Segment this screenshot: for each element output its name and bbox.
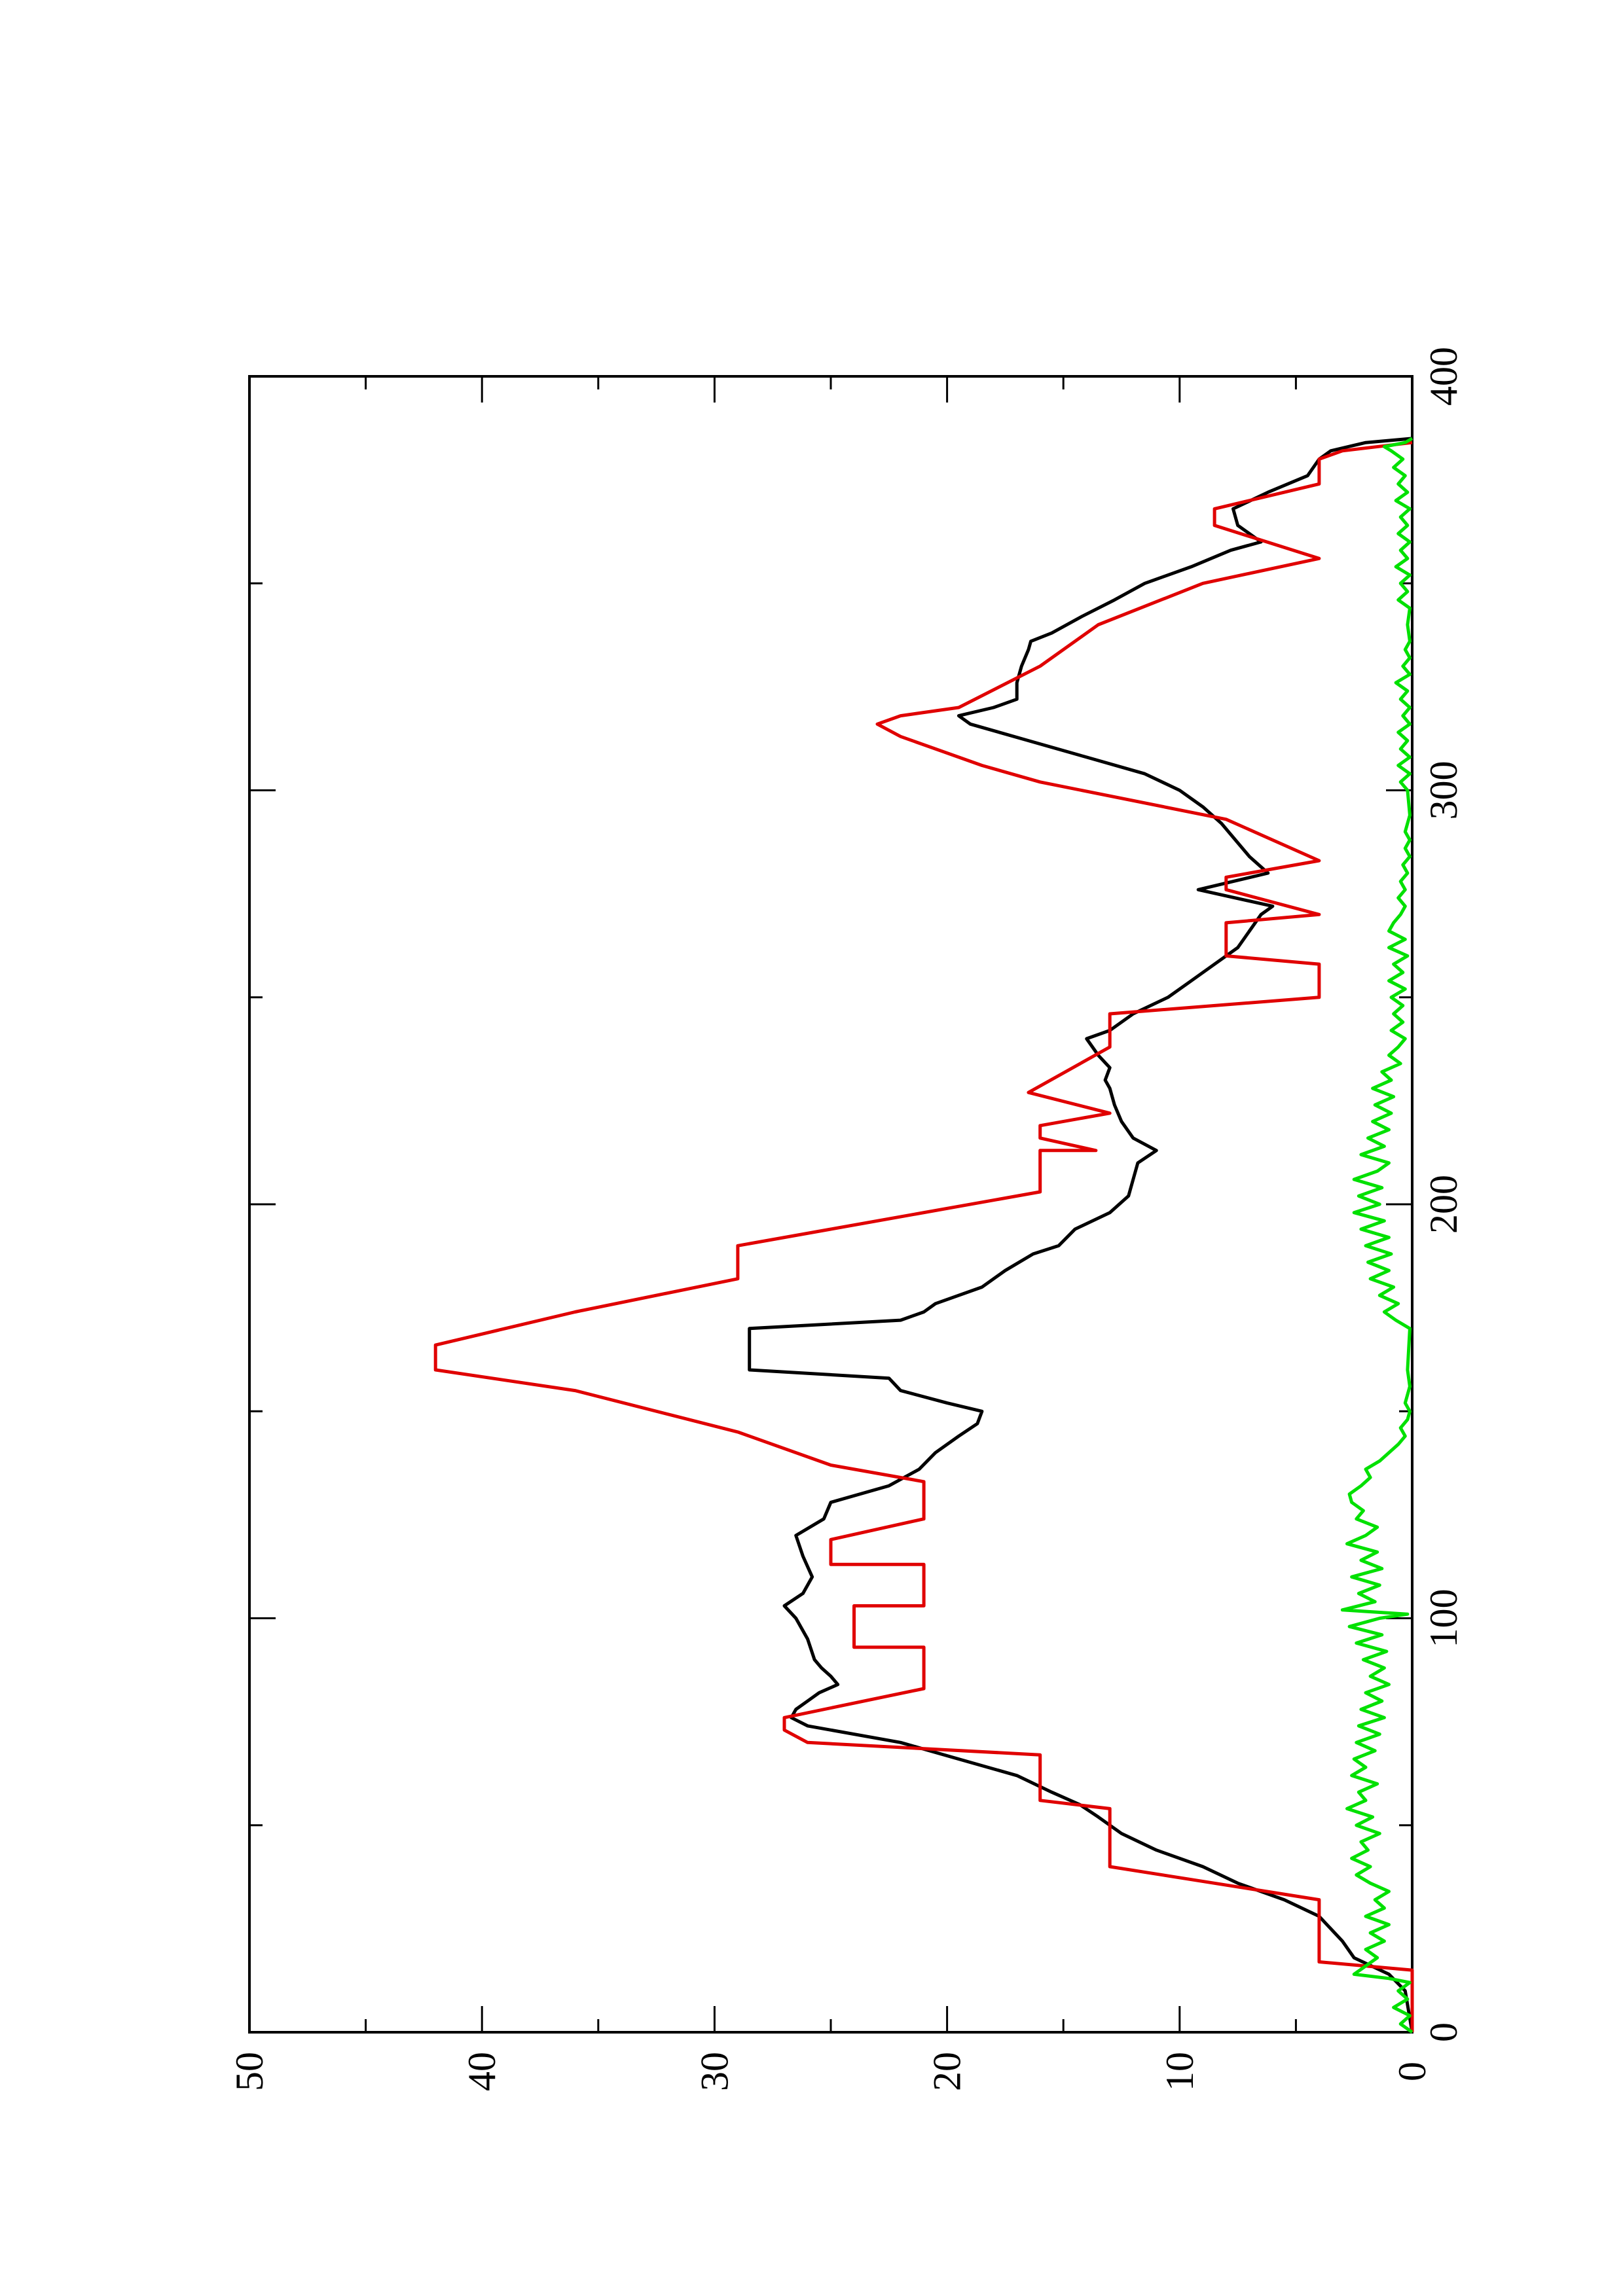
plot-frame bbox=[248, 375, 1413, 2034]
x-tick-label: 0 bbox=[1422, 2022, 1465, 2042]
x-tick-label: 400 bbox=[1422, 347, 1465, 406]
series-line-2 bbox=[433, 440, 1414, 2032]
axis-ticks bbox=[248, 375, 1413, 2034]
y-tick-label: 40 bbox=[460, 2052, 503, 2091]
y-tick-label: 50 bbox=[228, 2052, 271, 2091]
y-tick-label: 30 bbox=[693, 2052, 736, 2091]
y-tick-label: 0 bbox=[1391, 2062, 1434, 2081]
series-line-1 bbox=[748, 437, 1414, 2033]
x-tick-label: 200 bbox=[1422, 1175, 1465, 1234]
x-tick-label: 300 bbox=[1422, 761, 1465, 820]
y-tick-label: 20 bbox=[926, 2052, 969, 2091]
x-tick-label: 100 bbox=[1422, 1589, 1465, 1648]
series-group bbox=[433, 437, 1414, 2034]
y-tick-label: 10 bbox=[1158, 2052, 1201, 2091]
axis-tick-labels: 0 100 200 300 400 0 10 20 30 40 50 bbox=[228, 347, 1465, 2091]
series-line-3 bbox=[1340, 437, 1413, 2034]
